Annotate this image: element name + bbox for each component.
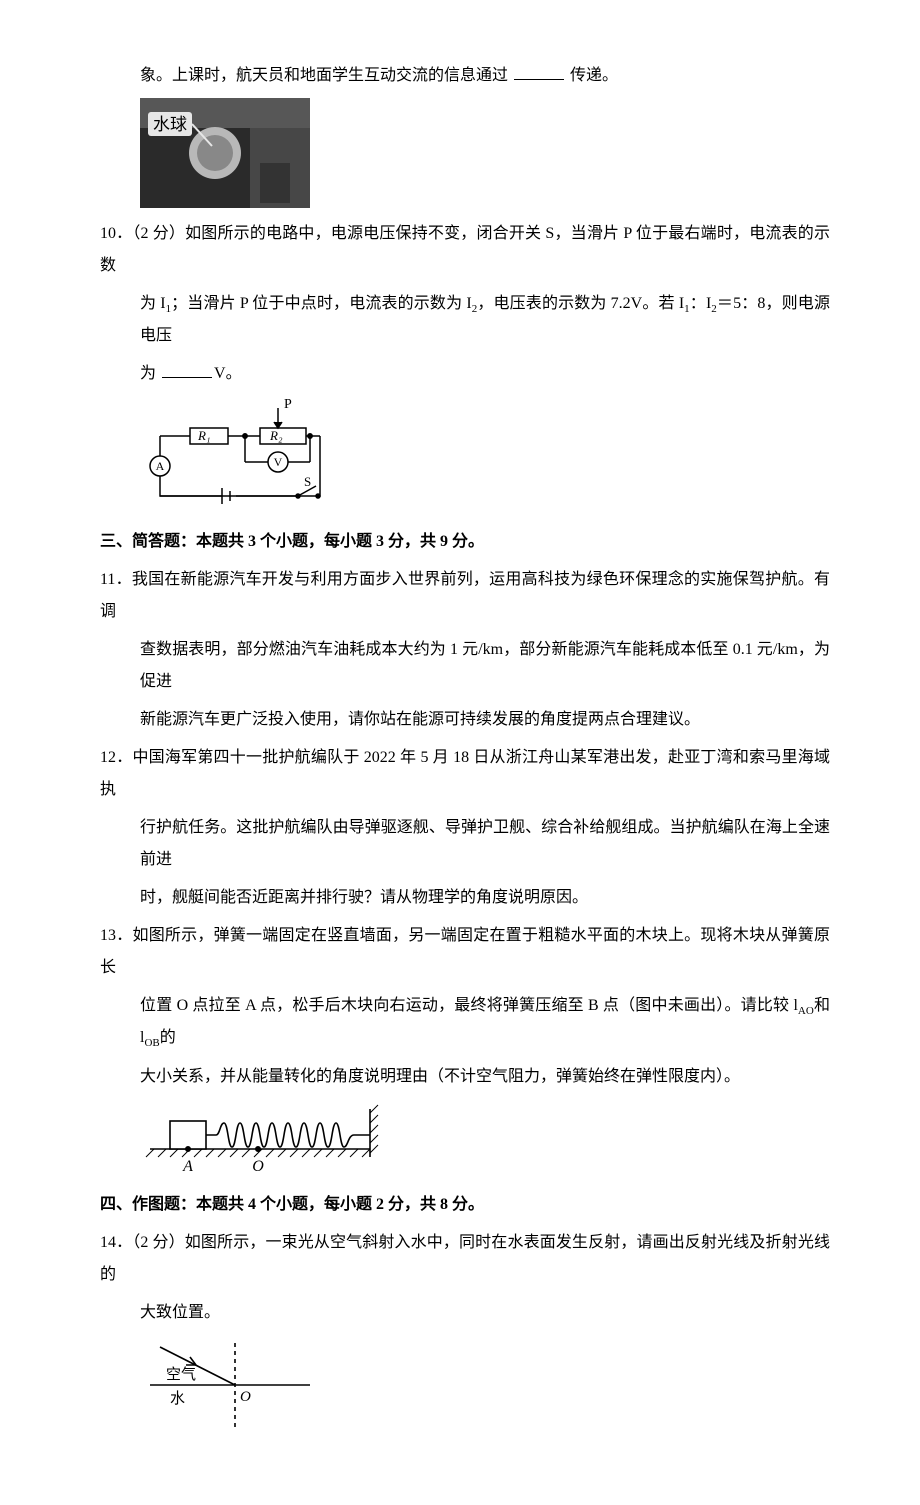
q10-l3b: V。 bbox=[214, 365, 242, 382]
q10-line3: 为 V。 bbox=[100, 358, 830, 390]
q14-figure: 空气 水 O bbox=[140, 1335, 830, 1435]
q11-line1: 11．我国在新能源汽车开发与利用方面步入世界前列，运用高科技为绿色环保理念的实施… bbox=[100, 564, 830, 628]
q11-line2: 查数据表明，部分燃油汽车油耗成本大约为 1 元/km，部分新能源汽车能耗成本低至… bbox=[100, 634, 830, 698]
q14-line2: 大致位置。 bbox=[100, 1297, 830, 1329]
q12-line3: 时，舰艇间能否近距离并排行驶？请从物理学的角度说明原因。 bbox=[100, 882, 830, 914]
q13-line2: 位置 O 点拉至 A 点，松手后木块向右运动，最终将弹簧压缩至 B 点（图中未画… bbox=[100, 990, 830, 1054]
q14-label-air: 空气 bbox=[166, 1366, 196, 1383]
q10-num: 10． bbox=[100, 225, 132, 242]
q10-l2a: 为 I bbox=[140, 295, 166, 312]
q13-l2c: 的 bbox=[160, 1029, 176, 1046]
q13-figure: A O bbox=[140, 1099, 830, 1179]
circuit-R2: R₂ bbox=[269, 428, 283, 443]
q13-num: 13． bbox=[100, 927, 132, 944]
q14-score: （2 分） bbox=[132, 1234, 185, 1251]
q10-l2d: ：I bbox=[690, 295, 712, 312]
q12-num: 12． bbox=[100, 749, 132, 766]
q12-t1: 中国海军第四十一批护航编队于 2022 年 5 月 18 日从浙江舟山某军港出发… bbox=[100, 749, 830, 798]
q9-blank bbox=[514, 63, 564, 80]
q9-photo-label: 水球 bbox=[153, 115, 187, 134]
circuit-P: P bbox=[284, 397, 292, 412]
q14-t1: 如图所示，一束光从空气斜射入水中，同时在水表面发生反射，请画出反射光线及折射光线… bbox=[100, 1234, 830, 1283]
q10-score: （2 分） bbox=[132, 225, 185, 242]
q12-line1: 12．中国海军第四十一批护航编队于 2022 年 5 月 18 日从浙江舟山某军… bbox=[100, 742, 830, 806]
q11-line3: 新能源汽车更广泛投入使用，请你站在能源可持续发展的角度提两点合理建议。 bbox=[100, 704, 830, 736]
q13-label-A: A bbox=[182, 1158, 193, 1175]
q10-text1: 如图所示的电路中，电源电压保持不变，闭合开关 S，当滑片 P 位于最右端时，电流… bbox=[100, 225, 830, 274]
q9-tail-text-b: 传递。 bbox=[570, 67, 618, 84]
section4-title: 四、作图题：本题共 4 个小题，每小题 2 分，共 8 分。 bbox=[100, 1189, 830, 1221]
q13-subOB: OB bbox=[144, 1038, 159, 1050]
q14-num: 14． bbox=[100, 1234, 132, 1251]
q9-tail: 象。上课时，航天员和地面学生互动交流的信息通过 传递。 bbox=[100, 60, 830, 92]
q10-blank bbox=[162, 361, 212, 378]
q11-t1: 我国在新能源汽车开发与利用方面步入世界前列，运用高科技为绿色环保理念的实施保驾护… bbox=[100, 571, 830, 620]
q10-line2: 为 I1；当滑片 P 位于中点时，电流表的示数为 I2，电压表的示数为 7.2V… bbox=[100, 288, 830, 352]
section3-title: 三、简答题：本题共 3 个小题，每小题 3 分，共 9 分。 bbox=[100, 526, 830, 558]
q13-l2a: 位置 O 点拉至 A 点，松手后木块向右运动，最终将弹簧压缩至 B 点（图中未画… bbox=[140, 997, 798, 1014]
q13-line3: 大小关系，并从能量转化的角度说明理由（不计空气阻力，弹簧始终在弹性限度内）。 bbox=[100, 1061, 830, 1093]
q12-line2: 行护航任务。这批护航编队由导弹驱逐舰、导弹护卫舰、综合补给舰组成。当护航编队在海… bbox=[100, 812, 830, 876]
q14-line1: 14．（2 分）如图所示，一束光从空气斜射入水中，同时在水表面发生反射，请画出反… bbox=[100, 1227, 830, 1291]
circuit-R1: R₁ bbox=[197, 428, 210, 443]
q9-tail-text-a: 象。上课时，航天员和地面学生互动交流的信息通过 bbox=[140, 67, 508, 84]
q13-label-O: O bbox=[252, 1158, 264, 1175]
q10-circuit: P R₁ R₂ A V S bbox=[140, 396, 830, 516]
q13-line1: 13．如图所示，弹簧一端固定在竖直墙面，另一端固定在置于粗糙水平面的木块上。现将… bbox=[100, 920, 830, 984]
q10-l2c: ，电压表的示数为 7.2V。若 I bbox=[477, 295, 684, 312]
q10-l2b: ；当滑片 P 位于中点时，电流表的示数为 I bbox=[171, 295, 472, 312]
q13-t1: 如图所示，弹簧一端固定在竖直墙面，另一端固定在置于粗糙水平面的木块上。现将木块从… bbox=[100, 927, 830, 976]
q14-label-O: O bbox=[240, 1389, 251, 1405]
q10-l3a: 为 bbox=[140, 365, 156, 382]
circuit-V: V bbox=[274, 455, 283, 469]
q13-subAO: AO bbox=[798, 1005, 814, 1017]
q11-num: 11． bbox=[100, 571, 132, 588]
circuit-A: A bbox=[156, 459, 165, 473]
q14-label-water: 水 bbox=[170, 1390, 185, 1407]
q9-photo: 水球 bbox=[140, 98, 830, 208]
circuit-S: S bbox=[304, 474, 311, 489]
q10-line1: 10．（2 分）如图所示的电路中，电源电压保持不变，闭合开关 S，当滑片 P 位… bbox=[100, 218, 830, 282]
